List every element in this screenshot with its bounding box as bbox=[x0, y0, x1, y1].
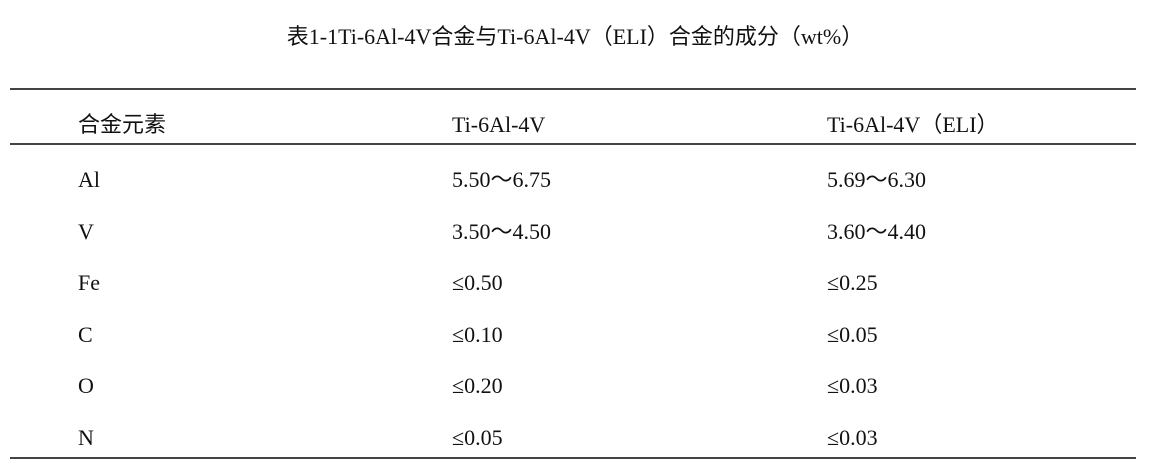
header-element: 合金元素 bbox=[78, 112, 167, 137]
element-cell: Al bbox=[78, 167, 100, 192]
header-rule bbox=[10, 143, 1136, 145]
header-ti64-eli: Ti-6Al-4V（ELI） bbox=[827, 112, 999, 137]
ti64-cell: ≤0.10 bbox=[452, 321, 503, 347]
element-cell: N bbox=[78, 425, 94, 450]
table-row: Al 5.50～6.75 5.69～6.30 bbox=[0, 165, 1150, 195]
table-row: O ≤0.20 ≤0.03 bbox=[0, 371, 1150, 401]
table-row: Fe ≤0.50 ≤0.25 bbox=[0, 268, 1150, 298]
table-row: V 3.50～4.50 3.60～4.40 bbox=[0, 217, 1150, 247]
ti64-eli-cell: 5.69～6.30 bbox=[827, 167, 927, 192]
ti64-eli-cell: ≤0.03 bbox=[827, 425, 878, 450]
ti64-eli-cell: ≤0.25 bbox=[827, 270, 878, 296]
ti64-eli-cell: ≤0.03 bbox=[827, 373, 878, 399]
element-cell: O bbox=[78, 373, 94, 399]
element-cell: C bbox=[78, 321, 93, 347]
table-header: 合金元素 Ti-6Al-4V Ti-6Al-4V（ELI） bbox=[0, 110, 1150, 140]
element-cell: V bbox=[78, 218, 94, 244]
ti64-cell: 5.50～6.75 bbox=[452, 167, 552, 192]
ti64-cell: ≤0.05 bbox=[452, 425, 503, 450]
ti64-eli-cell: ≤0.05 bbox=[827, 321, 878, 347]
bottom-rule bbox=[10, 457, 1136, 459]
ti64-eli-cell: 3.60～4.40 bbox=[827, 218, 927, 244]
ti64-cell: ≤0.50 bbox=[452, 270, 503, 296]
ti64-cell: 3.50～4.50 bbox=[452, 218, 552, 244]
table-row: C ≤0.10 ≤0.05 bbox=[0, 320, 1150, 350]
header-ti64: Ti-6Al-4V bbox=[452, 112, 546, 137]
top-rule bbox=[10, 88, 1136, 90]
element-cell: Fe bbox=[78, 270, 100, 296]
table-row: N ≤0.05 ≤0.03 bbox=[0, 423, 1150, 453]
table-title: 表1-1Ti-6Al-4V合金与Ti-6Al-4V（ELI）合金的成分（wt%） bbox=[286, 24, 864, 49]
ti64-cell: ≤0.20 bbox=[452, 373, 503, 399]
